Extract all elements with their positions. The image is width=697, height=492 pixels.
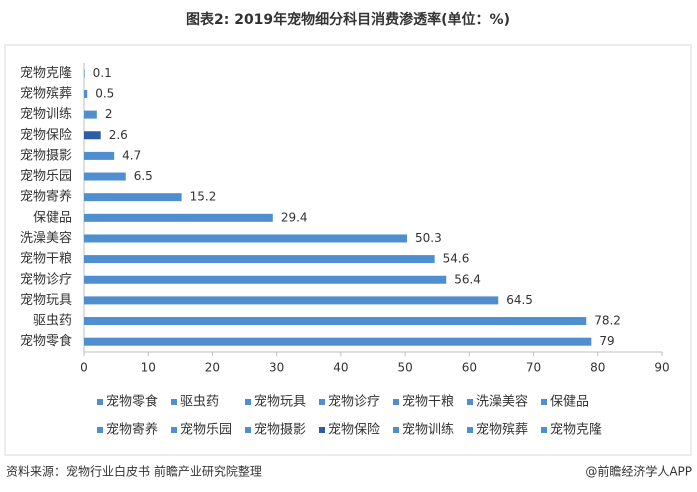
- legend-label: 宠物训练: [402, 422, 454, 438]
- credit: @前瞻经济学人APP: [585, 464, 692, 479]
- value-label: 56.4: [454, 272, 481, 286]
- legend-swatch: [245, 427, 251, 433]
- bar: [84, 172, 126, 181]
- bar: [84, 275, 447, 284]
- legend-label: 宠物殡葬: [476, 422, 528, 438]
- x-tick-label: 60: [462, 361, 477, 375]
- legend-swatch: [171, 399, 177, 405]
- value-label: 54.6: [443, 252, 470, 266]
- legend-swatch: [97, 399, 103, 405]
- value-label: 29.4: [281, 210, 308, 224]
- legend-swatch: [467, 427, 473, 433]
- bar: [84, 131, 101, 140]
- legend-label: 保健品: [550, 395, 589, 410]
- y-tick-label: 宠物克隆: [20, 65, 72, 81]
- value-label: 4.7: [122, 148, 141, 162]
- legend-swatch: [319, 427, 325, 433]
- value-label: 0.1: [93, 66, 112, 80]
- value-label: 50.3: [415, 231, 442, 245]
- y-tick-label: 宠物摄影: [20, 147, 72, 163]
- bar: [84, 213, 273, 222]
- legend-swatch: [97, 427, 103, 433]
- y-tick-label: 宠物零食: [20, 333, 72, 349]
- legend-label: 驱虫药: [180, 395, 219, 410]
- legend-label: 宠物乐园: [180, 422, 232, 438]
- bar: [84, 89, 88, 98]
- bar: [84, 255, 435, 264]
- bar: [84, 110, 97, 119]
- y-tick-label: 宠物玩具: [20, 292, 72, 308]
- bar: [84, 193, 182, 202]
- x-tick-label: 10: [141, 361, 156, 375]
- value-label: 2.6: [109, 128, 128, 142]
- value-label: 6.5: [134, 169, 153, 183]
- source: 资料来源：宠物行业白皮书 前瞻产业研究院整理: [6, 464, 262, 479]
- value-label: 2: [105, 107, 113, 121]
- x-tick-label: 0: [80, 361, 88, 375]
- value-label: 15.2: [190, 190, 217, 204]
- x-tick-label: 70: [526, 361, 541, 375]
- x-tick-label: 30: [269, 361, 284, 375]
- legend-swatch: [319, 399, 325, 405]
- legend-label: 宠物玩具: [254, 394, 306, 410]
- legend-swatch: [393, 399, 399, 405]
- x-tick-label: 20: [205, 361, 220, 375]
- chart-frame: [4, 44, 692, 456]
- legend-label: 宠物寄养: [106, 422, 158, 438]
- y-tick-label: 宠物保险: [20, 127, 72, 143]
- legend-swatch: [541, 399, 547, 405]
- legend-swatch: [245, 399, 251, 405]
- x-tick-label: 50: [397, 361, 412, 375]
- bar: [84, 337, 592, 346]
- legend-label: 宠物保险: [328, 422, 380, 438]
- y-tick-label: 宠物诊疗: [20, 271, 72, 287]
- value-label: 0.5: [95, 86, 114, 100]
- x-tick-label: 40: [333, 361, 348, 375]
- legend-label: 宠物干粮: [402, 394, 454, 410]
- bar: [84, 296, 499, 305]
- bar: [84, 234, 408, 243]
- bar: [84, 151, 115, 160]
- legend-label: 宠物克隆: [550, 422, 602, 438]
- chart-title: 图表2: 2019年宠物细分科目消费渗透率(单位：%): [186, 11, 510, 28]
- legend-label: 宠物诊疗: [328, 394, 380, 410]
- y-tick-label: 保健品: [33, 210, 72, 225]
- legend-label: 洗澡美容: [476, 394, 528, 410]
- y-tick-label: 宠物殡葬: [20, 85, 72, 101]
- y-tick-label: 驱虫药: [33, 314, 72, 329]
- legend-swatch: [467, 399, 473, 405]
- y-tick-label: 洗澡美容: [20, 230, 72, 246]
- legend-label: 宠物零食: [106, 394, 158, 410]
- bar: [84, 317, 587, 326]
- legend-swatch: [541, 427, 547, 433]
- y-tick-label: 宠物训练: [20, 106, 72, 122]
- y-tick-label: 宠物干粮: [20, 251, 72, 267]
- value-label: 78.2: [594, 314, 621, 328]
- bar: [84, 69, 85, 78]
- y-tick-label: 宠物乐园: [20, 168, 72, 184]
- x-tick-label: 80: [590, 361, 605, 375]
- legend-swatch: [393, 427, 399, 433]
- legend-label: 宠物摄影: [254, 422, 306, 438]
- x-tick-label: 90: [654, 361, 669, 375]
- legend-swatch: [171, 427, 177, 433]
- y-tick-label: 宠物寄养: [20, 189, 72, 205]
- value-label: 64.5: [506, 293, 533, 307]
- value-label: 79: [599, 334, 614, 348]
